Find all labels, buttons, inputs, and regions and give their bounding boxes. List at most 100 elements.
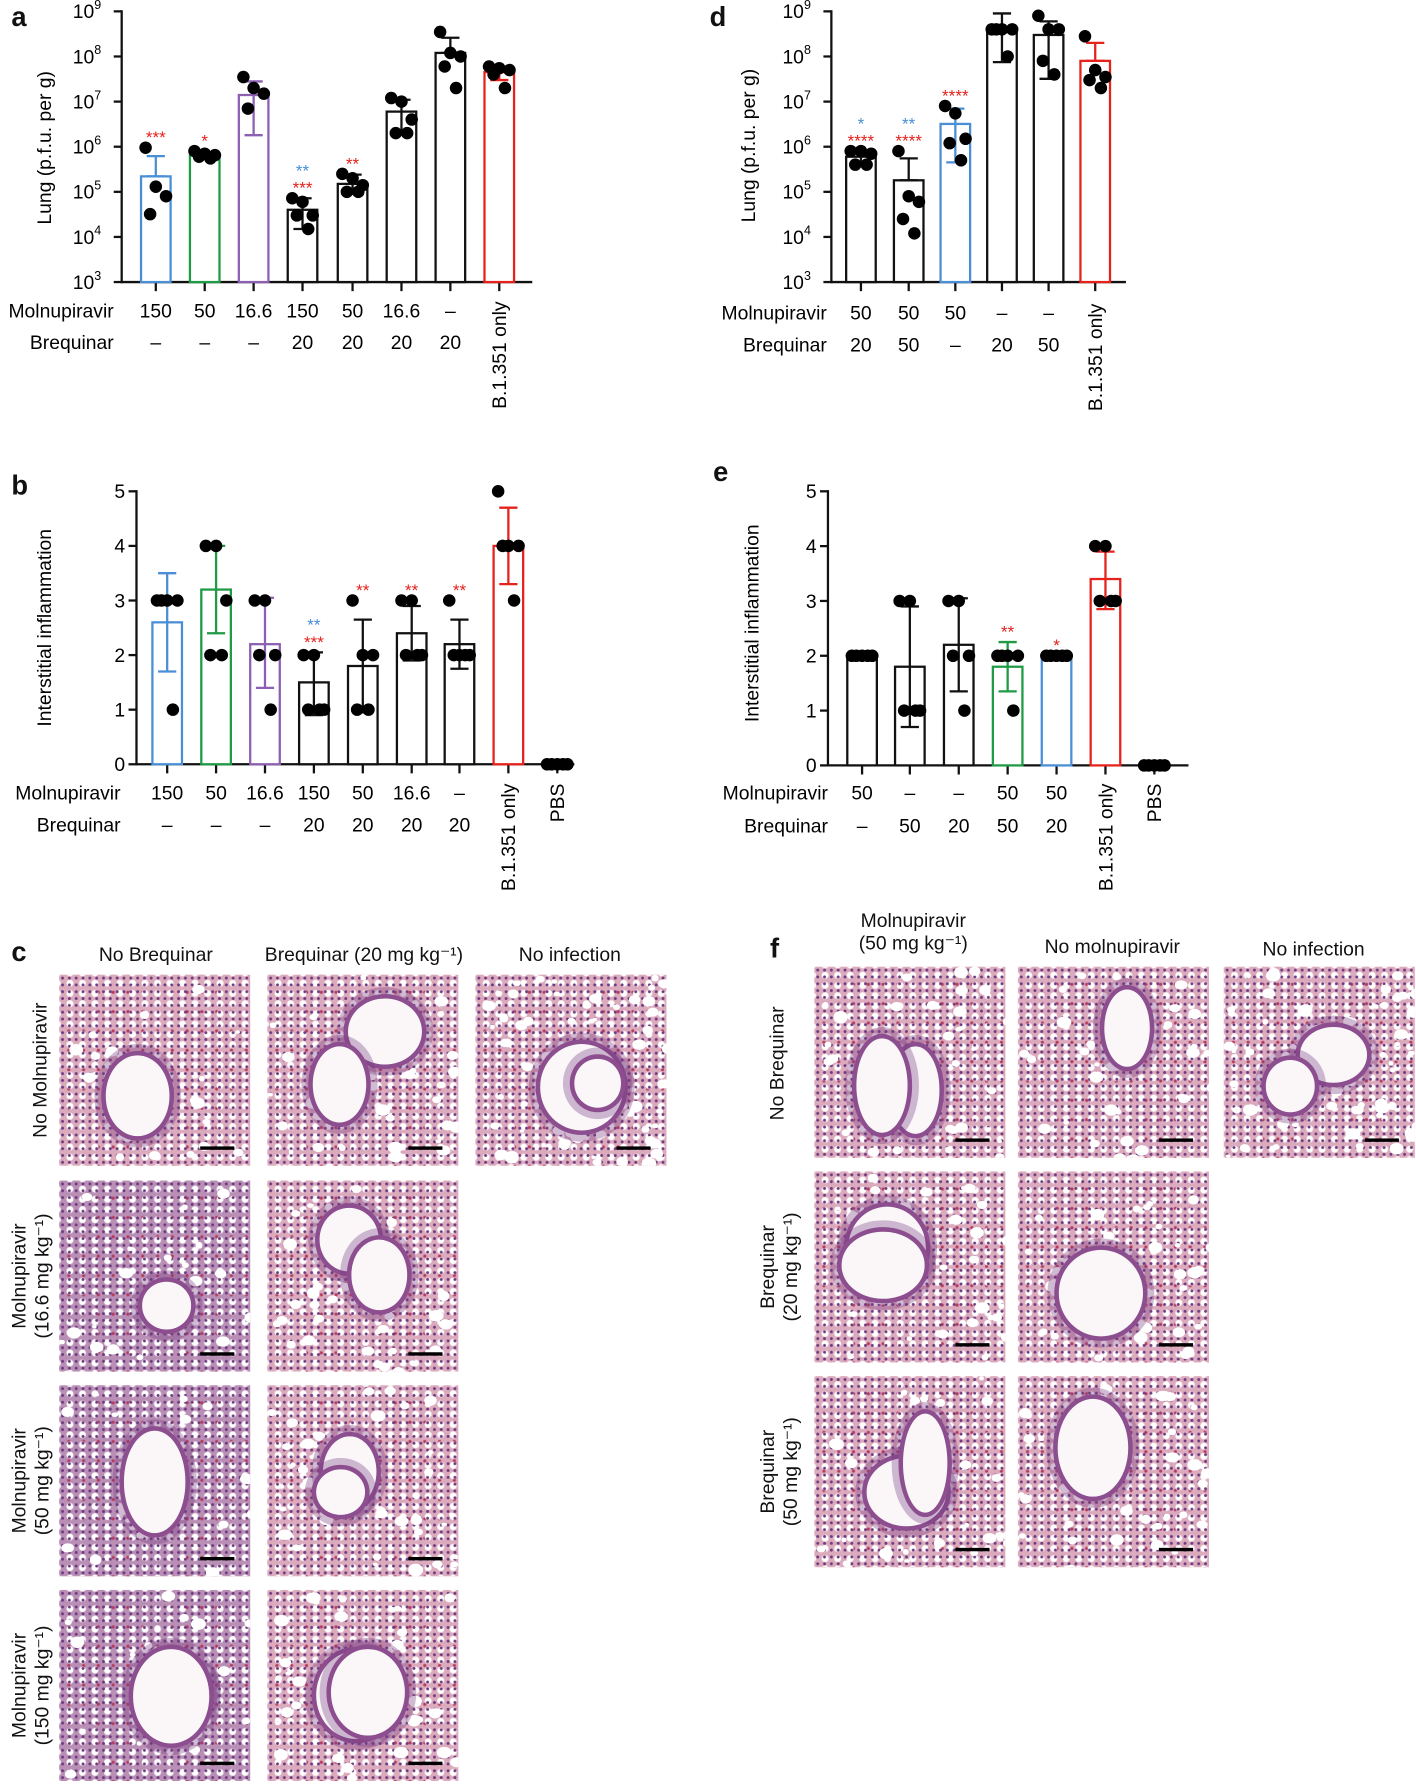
alveolar-space xyxy=(447,1066,459,1077)
alveolar-space xyxy=(1398,992,1408,1000)
alveolar-space xyxy=(181,1204,188,1210)
scale-bar xyxy=(408,1146,443,1150)
alveolar-space xyxy=(640,1125,650,1133)
alveolar-space xyxy=(288,1150,294,1155)
alveolar-space xyxy=(144,1642,153,1650)
brequinar-dose: 20 xyxy=(401,815,423,836)
alveolar-space xyxy=(1134,1332,1148,1343)
data-point xyxy=(498,81,512,95)
row-label-molnupiravir: Molnupiravir xyxy=(723,784,829,805)
tick-base: 10 xyxy=(782,2,804,23)
alveolar-space xyxy=(901,973,912,982)
tick-base: 10 xyxy=(782,183,804,204)
data-point xyxy=(507,594,521,607)
alveolar-space xyxy=(282,1052,296,1063)
airway-lumen xyxy=(1261,1055,1320,1117)
molnupiravir-dose: 16.6 xyxy=(383,301,421,322)
airway-lumen xyxy=(119,1426,190,1538)
data-point xyxy=(209,539,223,553)
tick-exponent: 3 xyxy=(804,269,811,283)
alveolar-space xyxy=(842,1560,852,1568)
alveolar-space xyxy=(592,1017,598,1022)
alveolar-space xyxy=(623,1108,635,1118)
lung-histology-image xyxy=(59,1180,251,1372)
y-tick-label: 106 xyxy=(782,133,811,158)
y-tick-label: 107 xyxy=(73,88,102,113)
alveolar-space xyxy=(841,1129,850,1137)
y-tick-label: 109 xyxy=(73,0,102,23)
alveolar-space xyxy=(1064,1520,1074,1528)
data-point xyxy=(943,136,956,150)
significance-stars: ** xyxy=(346,154,360,173)
alveolar-space xyxy=(408,1564,424,1576)
alveolar-space xyxy=(341,1763,355,1774)
alveolar-space xyxy=(651,1123,659,1129)
alveolar-space xyxy=(282,1165,289,1166)
y-tick-label: 108 xyxy=(782,43,811,68)
data-point xyxy=(139,141,152,154)
data-point xyxy=(389,126,403,140)
bar xyxy=(336,182,369,284)
molnupiravir-dose: 150 xyxy=(286,301,318,322)
molnupiravir-dose: 50 xyxy=(851,784,873,805)
alveolar-space xyxy=(449,1120,459,1133)
alveolar-space xyxy=(1112,1153,1126,1158)
alveolar-space xyxy=(935,1399,946,1407)
alveolar-space xyxy=(341,1283,351,1291)
data-point xyxy=(892,144,905,158)
alveolar-space xyxy=(60,1407,74,1418)
lung-histology-image xyxy=(814,966,1006,1158)
alveolar-space xyxy=(845,1458,858,1469)
alveolar-space xyxy=(616,1157,629,1166)
data-point xyxy=(848,158,862,171)
data-point xyxy=(1078,30,1092,43)
alveolar-space xyxy=(313,1432,326,1442)
group-label: B.1.351 only xyxy=(490,301,511,409)
alveolar-space xyxy=(366,1081,379,1092)
row-label-line: Molnupiravir xyxy=(8,1223,31,1329)
alveolar-space xyxy=(1224,1042,1235,1051)
alveolar-space xyxy=(1090,1209,1104,1220)
data-point xyxy=(268,648,282,662)
scale-bar xyxy=(200,1556,235,1561)
y-tick-label: 107 xyxy=(782,88,811,113)
alveolar-space xyxy=(939,1264,947,1271)
alveolar-space xyxy=(286,1341,296,1349)
row-label-line: No Molnupiravir xyxy=(29,1002,51,1138)
alveolar-space xyxy=(641,1157,656,1166)
data-point xyxy=(400,126,414,140)
y-tick-label: 1 xyxy=(114,700,125,721)
alveolar-space xyxy=(1198,1479,1208,1488)
alveolar-space xyxy=(523,1017,534,1026)
alveolar-space xyxy=(902,1549,909,1555)
alveolar-space xyxy=(890,1001,903,1012)
alveolar-space xyxy=(904,1558,910,1564)
alveolar-space xyxy=(1145,1200,1153,1207)
alveolar-space xyxy=(272,1320,281,1328)
alveolar-space xyxy=(629,994,641,1004)
airway-lumen xyxy=(899,1409,953,1518)
alveolar-space xyxy=(129,1652,136,1658)
alveolar-space xyxy=(136,1532,145,1539)
alveolar-space xyxy=(428,1708,442,1719)
alveolar-space xyxy=(427,1449,434,1455)
alveolar-space xyxy=(828,1438,841,1449)
alveolar-space xyxy=(292,1544,302,1552)
alveolar-space xyxy=(1188,1195,1200,1205)
data-point xyxy=(449,81,463,95)
alveolar-space xyxy=(1174,1243,1181,1249)
alveolar-space xyxy=(306,1591,321,1604)
alveolar-space xyxy=(435,1139,441,1144)
data-point xyxy=(438,60,451,73)
data-point xyxy=(512,539,525,553)
data-point xyxy=(1094,81,1108,95)
data-point xyxy=(411,648,424,662)
alveolar-space xyxy=(388,1150,403,1162)
alveolar-space xyxy=(1245,1048,1255,1056)
alveolar-space xyxy=(482,1000,497,1012)
alveolar-space xyxy=(920,1186,933,1197)
alveolar-space xyxy=(372,1562,378,1567)
molnupiravir-dose: 150 xyxy=(298,784,330,805)
alveolar-space xyxy=(1389,1143,1404,1154)
significance-stars: * xyxy=(1053,636,1060,655)
